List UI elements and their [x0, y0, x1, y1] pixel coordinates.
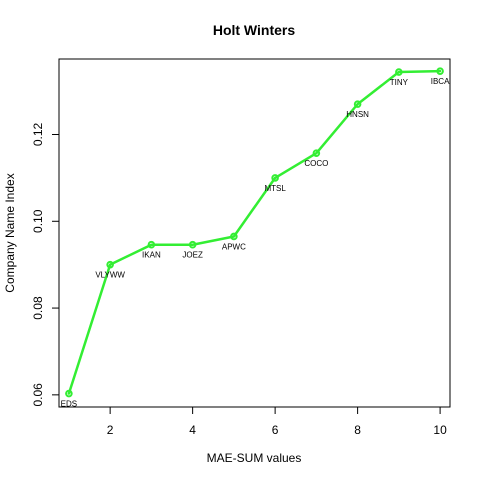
y-tick-label: 0.08 [31, 296, 45, 320]
series-group: EDS VLYWW IKAN JOEZ APWC MTSL COCO HNSN TINY IBCA [61, 67, 450, 409]
x-axis-label: MAE-SUM values [207, 451, 302, 465]
data-point [312, 149, 321, 157]
point-label: VLYWW [95, 271, 125, 280]
x-tick-label: 2 [107, 423, 114, 437]
point-label: JOEZ [182, 251, 203, 260]
x-tick-label: 8 [354, 423, 361, 437]
y-axis: 0.06 0.08 0.10 0.12 [31, 122, 60, 407]
point-label: HNSN [346, 110, 369, 119]
y-tick-label: 0.06 [31, 383, 45, 407]
point-label: COCO [304, 159, 328, 168]
point-label: TINY [390, 78, 409, 87]
chart-title: Holt Winters [213, 22, 296, 38]
y-axis-label: Company Name Index [3, 173, 17, 292]
data-point [436, 67, 444, 75]
point-label: MTSL [264, 184, 286, 193]
data-point [353, 100, 362, 108]
data-point [271, 174, 279, 182]
data-point [106, 260, 114, 269]
point-label: EDS [61, 400, 77, 409]
y-tick-label: 0.12 [31, 122, 45, 146]
y-tick-label: 0.10 [31, 209, 45, 233]
data-point [395, 68, 403, 76]
x-tick-label: 4 [189, 423, 196, 437]
x-axis: 2 4 6 8 10 [107, 406, 447, 437]
point-label: APWC [222, 242, 246, 251]
data-point [230, 232, 238, 241]
x-tick-label: 10 [433, 423, 447, 437]
plot-area-frame [58, 58, 451, 408]
series-line [67, 69, 442, 395]
data-point [147, 240, 156, 249]
data-point [65, 389, 73, 398]
data-point [188, 240, 197, 249]
point-label: IKAN [142, 251, 161, 260]
point-label: IBCA [431, 77, 450, 86]
x-tick-label: 6 [272, 423, 279, 437]
